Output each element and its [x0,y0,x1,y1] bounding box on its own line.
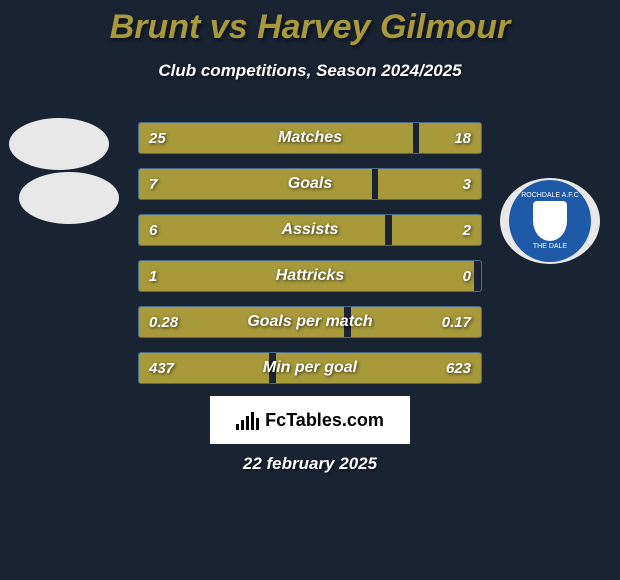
bar-label: Assists [139,215,481,245]
left-club-badge-2 [19,172,119,224]
comparison-bars: Matches25 18 Goals7 3 Assists6 2 Hattricks1 0 Go… [138,122,482,398]
bar-value-right: 18 [454,123,471,153]
bar-value-right: 0 [463,261,471,291]
comparison-row: Hattricks1 0 [138,260,482,292]
bar-value-right: 0.17 [442,307,471,337]
brand-text: FcTables.com [265,410,384,431]
right-club-crest: ROCHDALE A.F.C THE DALE [509,180,591,262]
bar-value-right: 3 [463,169,471,199]
footer-date: 22 february 2025 [0,454,620,474]
right-club-badge: ROCHDALE A.F.C THE DALE [500,178,600,264]
bar-label: Goals [139,169,481,199]
bar-label: Min per goal [139,353,481,383]
bar-chart-icon [236,410,259,430]
bar-label: Matches [139,123,481,153]
brand-box: FcTables.com [210,396,410,444]
bar-value-left: 1 [149,261,157,291]
right-club-name-top: ROCHDALE A.F.C [521,192,579,199]
bar-value-left: 25 [149,123,166,153]
comparison-row: Min per goal437 623 [138,352,482,384]
page-subtitle: Club competitions, Season 2024/2025 [0,61,620,81]
bar-value-right: 623 [446,353,471,383]
bar-label: Hattricks [139,261,481,291]
bar-value-left: 6 [149,215,157,245]
bar-value-left: 437 [149,353,174,383]
bar-value-left: 7 [149,169,157,199]
right-club-name-bottom: THE DALE [533,243,567,250]
comparison-row: Goals7 3 [138,168,482,200]
comparison-row: Goals per match0.28 0.17 [138,306,482,338]
comparison-row: Matches25 18 [138,122,482,154]
page-title: Brunt vs Harvey Gilmour [0,0,620,47]
bar-label: Goals per match [139,307,481,337]
bar-value-right: 2 [463,215,471,245]
left-club-badge-1 [9,118,109,170]
comparison-row: Assists6 2 [138,214,482,246]
shield-icon [533,201,567,241]
bar-value-left: 0.28 [149,307,178,337]
